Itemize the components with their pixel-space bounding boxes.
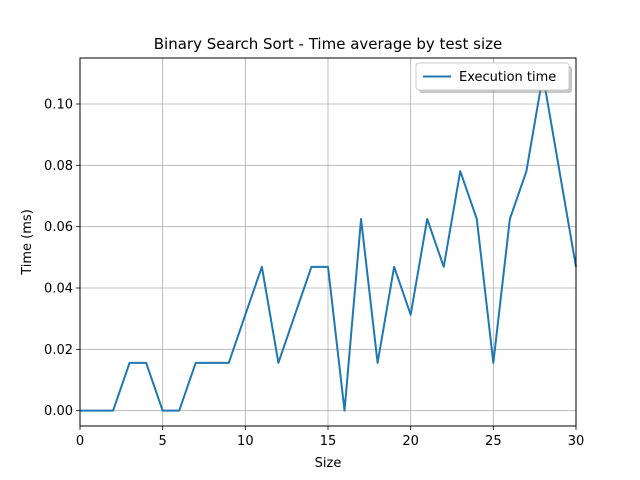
x-tick-label: 5 bbox=[159, 434, 167, 449]
y-tick-label: 0.00 bbox=[44, 404, 73, 419]
series-line bbox=[80, 74, 577, 412]
x-tick-label: 10 bbox=[237, 434, 254, 449]
x-tick-label: 25 bbox=[485, 434, 502, 449]
x-tick-label: 30 bbox=[568, 434, 585, 449]
y-tick-label: 0.08 bbox=[44, 159, 73, 174]
y-axis-label: Time (ms) bbox=[20, 209, 35, 276]
series-layer bbox=[80, 74, 577, 412]
x-tick-label: 0 bbox=[76, 434, 84, 449]
y-tick-label: 0.04 bbox=[44, 282, 73, 297]
y-tick-label: 0.02 bbox=[44, 343, 73, 358]
y-tick-label: 0.06 bbox=[44, 220, 73, 235]
legend-box bbox=[415, 62, 570, 91]
y-tick-label: 0.10 bbox=[44, 98, 73, 113]
legend: Execution time bbox=[415, 62, 572, 93]
y-axis: 0.00 0.02 0.04 0.06 0.08 0.10 bbox=[44, 98, 80, 419]
x-tick-label: 15 bbox=[320, 434, 337, 449]
grid bbox=[79, 58, 577, 426]
x-axis: 0 5 10 15 20 25 30 bbox=[76, 426, 584, 449]
legend-label: Execution time bbox=[459, 70, 556, 85]
x-axis-label: Size bbox=[315, 456, 342, 471]
x-tick-label: 20 bbox=[402, 434, 419, 449]
chart-title: Binary Search Sort - Time average by tes… bbox=[154, 35, 502, 53]
